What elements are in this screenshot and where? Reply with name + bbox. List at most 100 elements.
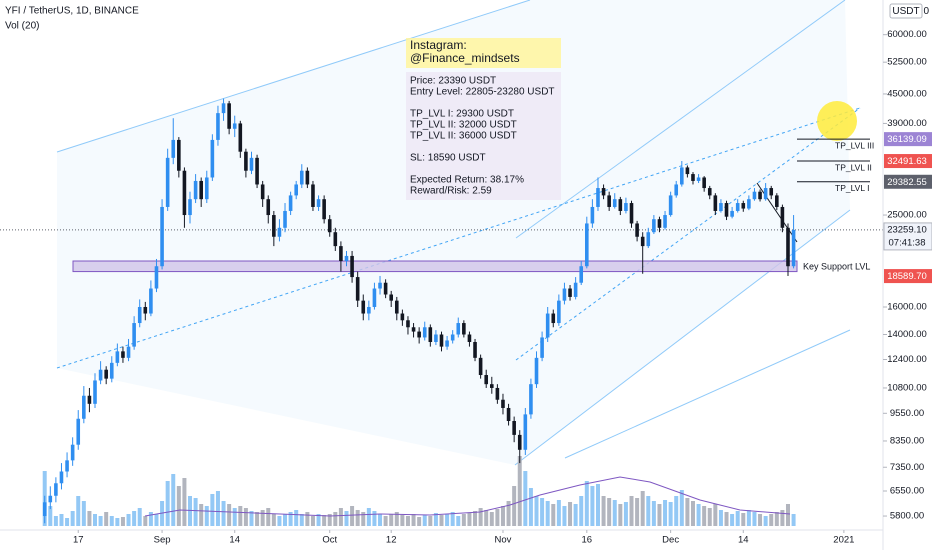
info-line: Price: 23390 USDT [410, 76, 496, 87]
volume-bar [584, 481, 589, 526]
candle-body [344, 255, 349, 262]
candle-body [763, 188, 768, 200]
candle-body [596, 188, 600, 207]
candle-body [758, 191, 762, 200]
volume-bar [489, 512, 494, 526]
volume-bar [378, 514, 383, 526]
candle-body [316, 199, 321, 207]
level-label: 36139.09 [887, 134, 927, 145]
volume-bar [473, 511, 478, 526]
candle-body [713, 195, 718, 211]
countdown: 07:41:38 [889, 237, 926, 248]
trend-line [515, 0, 846, 239]
volume-bar [98, 516, 103, 526]
volume-bar [545, 501, 550, 526]
volume-bar [707, 508, 712, 526]
volume-bar [724, 512, 729, 526]
volume-bar [333, 512, 338, 526]
y-tick-label: 6550.00 [890, 486, 924, 497]
candle-body [266, 199, 271, 216]
candle-body [741, 203, 746, 209]
candle-body [640, 236, 645, 247]
volume-bar [243, 508, 248, 526]
volume-bar [573, 504, 578, 526]
volume-bar [199, 504, 204, 526]
volume-bar [48, 506, 53, 526]
volume-bar [322, 515, 327, 526]
volume-bar [422, 515, 427, 526]
candle-body [339, 246, 343, 262]
volume-ma [144, 476, 791, 517]
candle-body [680, 167, 684, 185]
candle-body [188, 199, 192, 216]
y-tick-label: 8350.00 [890, 435, 924, 446]
info-line: TP_LVL II: 32000 USDT [410, 120, 517, 131]
volume-bar [120, 517, 125, 526]
candle-body [361, 300, 366, 314]
volume-bar [512, 486, 517, 526]
currency-box[interactable] [889, 3, 923, 19]
volume-bar [528, 488, 533, 526]
candle-body [65, 460, 69, 472]
y-tick-label: 14000.00 [887, 329, 927, 340]
candle-body [612, 199, 617, 207]
candle-body [506, 407, 511, 421]
candle-body [177, 139, 181, 171]
volume-bar [439, 515, 444, 526]
volume-bar [171, 474, 176, 526]
volume-bar [696, 504, 701, 526]
volume-bar [93, 514, 98, 526]
volume-bar [623, 502, 628, 526]
volume-bar [210, 494, 215, 526]
candle-body [221, 103, 226, 114]
candle-body [646, 232, 651, 247]
volume-bar [685, 498, 690, 526]
volume-bar [428, 516, 433, 526]
level-label: 32491.63 [887, 156, 927, 167]
currency[interactable]: USDT [892, 6, 919, 17]
volume-bar [316, 514, 321, 526]
candle-body [456, 323, 461, 335]
info-line: SL: 18590 USDT [410, 153, 486, 164]
volume-bar [294, 510, 299, 526]
candle-body [696, 177, 701, 181]
volume-bar [618, 504, 623, 526]
volume-bar [417, 517, 422, 526]
volume-bar [579, 496, 584, 526]
volume-bar [635, 498, 640, 526]
candle-body [674, 184, 679, 196]
volume-bar [769, 514, 774, 526]
volume-bar [126, 514, 131, 526]
candle-body [707, 188, 712, 196]
volume-bar [344, 511, 349, 526]
candle-body [238, 123, 243, 152]
volume-bar [137, 508, 142, 526]
candle-body [355, 277, 360, 301]
volume-bar [165, 481, 170, 526]
candle-body [562, 288, 567, 301]
volume-bar [255, 512, 260, 526]
candle-body [59, 471, 64, 484]
volume-bar [568, 502, 573, 526]
info-line: TP_LVL II: 36000 USDT [410, 131, 517, 142]
candle-body [255, 157, 259, 185]
candle-body [115, 351, 120, 363]
candle-body [450, 334, 455, 341]
volume-bar [456, 516, 461, 526]
instagram-box [406, 38, 561, 68]
candle-body [70, 444, 75, 461]
volume-bar [372, 511, 377, 526]
candle-body [400, 313, 405, 321]
volume-bar [305, 512, 310, 526]
volume-bar [227, 504, 232, 526]
candle-body [780, 206, 785, 228]
y-tick-label: 52500.00 [887, 57, 927, 68]
volume-bar [718, 510, 723, 526]
info-header: Instagram: [410, 38, 467, 52]
candle-body [663, 215, 667, 228]
x-tick-label: 14 [738, 535, 749, 546]
volume-bar [394, 512, 399, 526]
info: Instagram:@Finance_mindsets Price: 23390 … [410, 38, 555, 196]
candle-body [478, 357, 483, 376]
